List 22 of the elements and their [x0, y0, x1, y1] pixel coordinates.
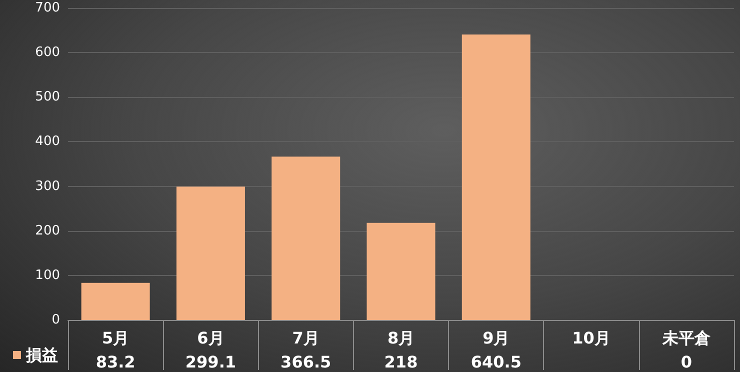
data-label: 640.5 [470, 352, 522, 372]
y-tick-label: 200 [35, 223, 60, 238]
legend-label: 損益 [25, 346, 58, 364]
data-label: 218 [384, 352, 418, 372]
x-tick-label: 8月 [387, 328, 415, 348]
y-tick-label: 300 [35, 178, 60, 194]
data-label: 366.5 [280, 352, 332, 372]
y-tick-label: 0 [52, 312, 60, 328]
x-tick-label: 5月 [102, 328, 130, 348]
x-tick-label: 未平倉 [661, 328, 712, 348]
x-tick-label: 10月 [572, 328, 610, 348]
y-tick-label: 400 [35, 134, 60, 150]
x-tick-label: 9月 [482, 328, 510, 348]
y-tick-label: 600 [35, 45, 60, 60]
x-tick-label: 6月 [197, 328, 224, 348]
y-tick-label: 500 [35, 90, 60, 105]
data-label: 83.2 [96, 352, 136, 372]
x-tick-label: 7月 [292, 328, 320, 348]
y-tick-label: 100 [35, 268, 60, 283]
y-tick-label: 700 [35, 0, 60, 16]
data-label: 0 [680, 352, 692, 372]
data-label: 299.1 [185, 352, 236, 372]
